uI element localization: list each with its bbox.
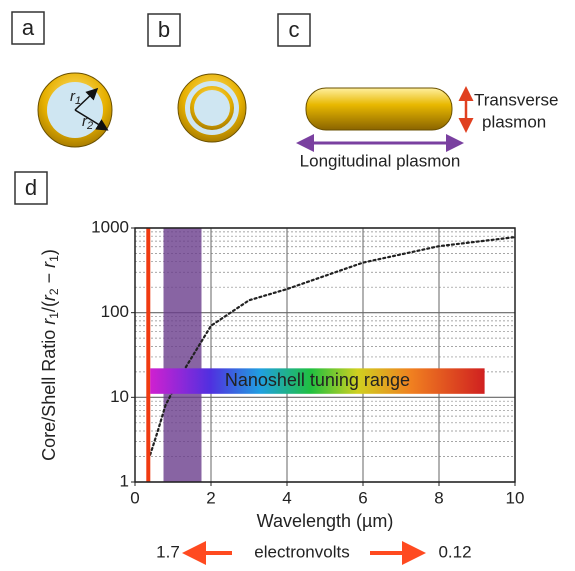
panel-label: a: [22, 15, 35, 40]
energy-label: electronvolts: [254, 542, 349, 561]
r2-letter: r: [82, 113, 88, 130]
nanorod: [305, 87, 453, 131]
panel-label: b: [158, 17, 170, 42]
r2-label: r2: [82, 113, 93, 132]
y-axis-label-part: /(: [39, 301, 59, 312]
y-tick-label: 100: [101, 302, 129, 321]
tuning-range-label: Nanoshell tuning range: [225, 370, 410, 390]
r2-sub: 2: [86, 120, 93, 132]
transverse-label: Transverse: [474, 90, 558, 109]
data-line: [149, 236, 517, 456]
x-tick-label: 0: [130, 488, 139, 507]
y-axis-label-part: 2: [47, 288, 61, 295]
r1-arrow: [74, 87, 99, 111]
x-axis-label: Wavelength (µm): [257, 511, 394, 531]
x-tick-label: 4: [282, 488, 291, 507]
panel-label: d: [25, 175, 37, 200]
y-axis-label-part: r: [39, 261, 59, 268]
panel-box: [14, 171, 48, 205]
chart: 1 10 100 1000 0 2 4 6 8 10 Nanoshell tuning range W…: [39, 217, 525, 530]
plot-frame: [134, 227, 516, 483]
y-axis-label-part: 1: [47, 312, 61, 319]
y-axis-label-part: r: [39, 318, 59, 325]
y-tick-label: 1000: [91, 217, 129, 236]
tuning-range: [150, 368, 485, 394]
panel-box: [11, 11, 45, 45]
x-tick-label: 6: [358, 488, 367, 507]
core: [194, 90, 230, 126]
y-axis-label-part: r: [39, 294, 59, 301]
y-tick-label: 10: [110, 387, 129, 406]
y-axis-label-part: −: [39, 268, 59, 289]
panel-box: [277, 13, 311, 47]
r1-label: r1: [70, 88, 81, 107]
r1-letter: r: [70, 88, 76, 105]
panel-box: [147, 13, 181, 47]
r1-sub: 1: [75, 95, 81, 107]
x-tick-label: 8: [434, 488, 443, 507]
energy-left: 1.7: [156, 542, 180, 561]
longitudinal-label: Longitudinal plasmon: [300, 151, 461, 170]
y-axis-label: Core/Shell Ratio r1/(r2 − r1): [39, 249, 61, 461]
y-axis-label-part: ): [39, 249, 59, 255]
y-tick-label: 1: [120, 471, 129, 490]
r2-arrow: [74, 109, 109, 131]
energy-right: 0.12: [438, 542, 471, 561]
transverse-label: plasmon: [482, 112, 546, 131]
x-tick-label: 2: [206, 488, 215, 507]
x-tick-label: 10: [506, 488, 525, 507]
panel-label: c: [289, 17, 300, 42]
y-axis-label-part: 1: [47, 255, 61, 262]
highlight-band: [163, 228, 202, 482]
y-axis-label-part: Core/Shell Ratio: [39, 325, 59, 461]
